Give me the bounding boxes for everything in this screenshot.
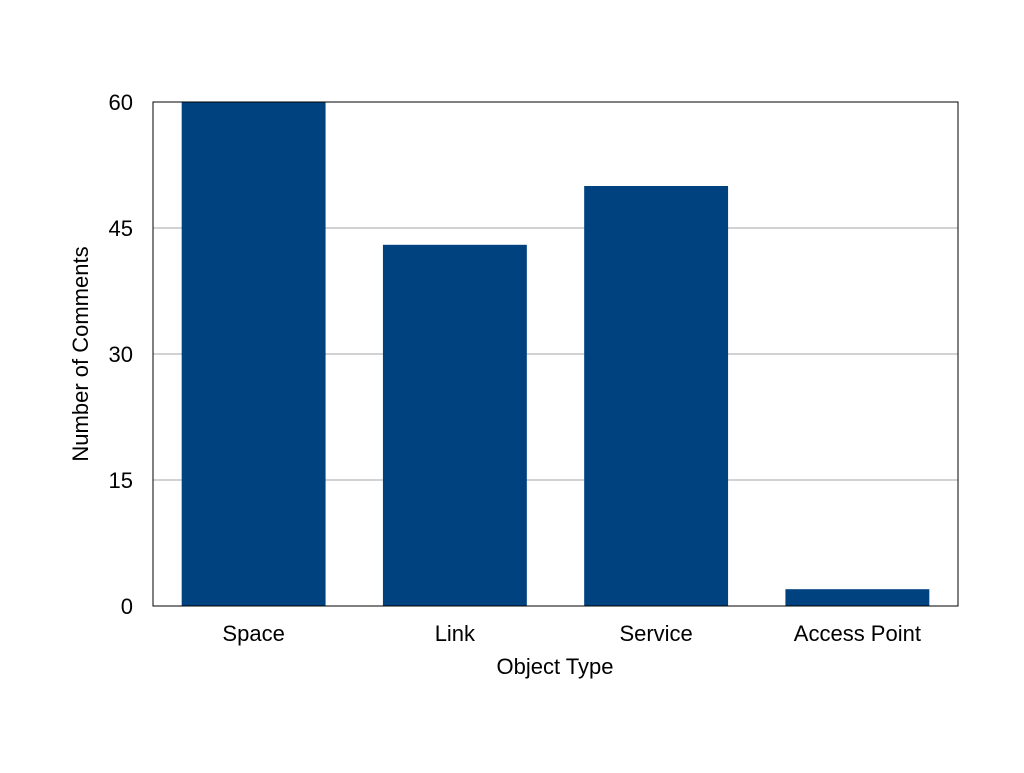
x-tick-label: Link <box>435 621 476 646</box>
y-tick-label: 60 <box>109 90 133 115</box>
x-tick-label: Space <box>222 621 284 646</box>
x-tick-label: Service <box>619 621 692 646</box>
bar-link <box>382 244 527 607</box>
y-axis-title: Number of Comments <box>68 246 93 461</box>
y-tick-label: 0 <box>121 594 133 619</box>
y-tick-label: 45 <box>109 216 133 241</box>
y-tick-label: 15 <box>109 468 133 493</box>
x-axis-title: Object Type <box>497 654 614 679</box>
bars <box>181 102 930 607</box>
bar-space <box>181 102 326 606</box>
y-tick-label: 30 <box>109 342 133 367</box>
y-axis-ticks: 0 15 30 45 60 <box>109 90 133 619</box>
bar-service <box>584 186 729 606</box>
x-tick-label: Access Point <box>794 621 921 646</box>
bar-access-point <box>785 589 930 606</box>
plot-area-frame <box>152 101 959 607</box>
x-axis-ticks: Space Link Service Access Point <box>222 621 921 646</box>
